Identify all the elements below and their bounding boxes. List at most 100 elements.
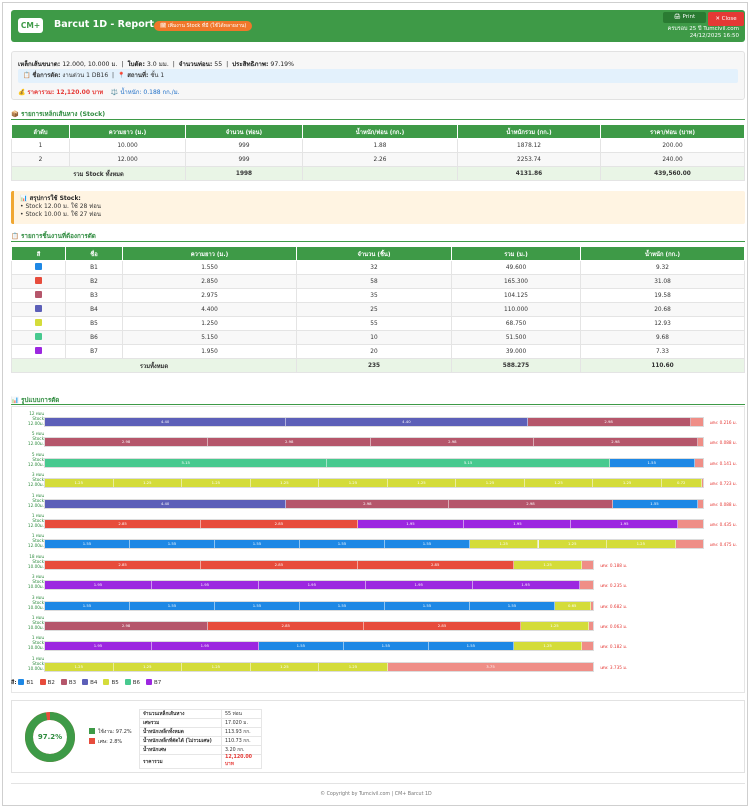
pattern-count: 1 ท่อน xyxy=(31,492,44,498)
weight-value: 0.188 กก./ม. xyxy=(143,89,180,96)
cell: 2.850 xyxy=(122,274,297,289)
info-value: 55 ท่อน xyxy=(221,709,262,719)
cut-segment: 1.55 xyxy=(214,601,300,610)
cell: 31.08 xyxy=(580,274,745,289)
efficiency-value: 97.19% xyxy=(270,61,294,68)
cell: 2253.74 xyxy=(457,152,601,167)
legend-item: B7 xyxy=(146,679,161,686)
location-value: ชั้น 1 xyxy=(150,72,165,79)
table-row: B3 2.975 35 104.125 19.58 xyxy=(11,288,745,303)
total-row: รวมทั้งหมด 235 588.275 110.60 xyxy=(11,358,745,373)
stock-bar: 2.85 2.85 2.85 1.25 xyxy=(44,559,595,570)
col-header: ความยาว (ม.) xyxy=(122,246,297,261)
cut-segment: 1.95 xyxy=(357,520,465,528)
cell: 1.88 xyxy=(302,138,458,153)
cut-pattern-row: 1 ท่อน Stock 10.00ม. 1.25 1.25 1.25 1.25 1.25 3… xyxy=(12,656,746,676)
job-info-bar: 📋 ชื่อการตัด: งานด่วน 1 DB16 | 📍 สถานที่… xyxy=(18,69,738,83)
pattern-count: 5 ท่อน xyxy=(31,431,44,437)
price-value: 12,120.00 บาท xyxy=(56,89,104,96)
waste-segment xyxy=(675,540,703,549)
print-button[interactable]: 🖨 Print xyxy=(663,12,706,23)
stock-bar: 1.55 1.55 1.55 1.55 1.55 1.25 1.25 1.25 xyxy=(44,539,704,550)
stock-usage-head-text: สรุปการใช้ Stock: xyxy=(29,195,81,202)
waste-label: เศษ: 2.8% xyxy=(98,739,123,745)
cut-segment: 1.55 xyxy=(299,601,385,610)
cut-segment: 2.85 xyxy=(357,560,514,569)
pattern-label: 18 ท่อน Stock 10.00ม. xyxy=(16,554,44,569)
col-header: จำนวน (ท่อน) xyxy=(185,124,303,139)
cell: B2 xyxy=(65,274,123,289)
cut-segment: 2.98 xyxy=(45,622,209,630)
cut-segment: 1.55 xyxy=(428,642,514,651)
cut-pattern-row: 3 ท่อน Stock 10.00ม. 1.55 1.55 1.55 1.55 1.55 1… xyxy=(12,595,746,615)
money-icon: 💰 xyxy=(18,89,26,96)
parts-section-title: 📋 รายการชิ้นงานที่ต้องการตัด xyxy=(11,233,96,240)
cell: B4 xyxy=(65,302,123,317)
stock-bar: 2.85 2.85 1.95 1.95 1.95 xyxy=(44,519,704,529)
cell: 9.68 xyxy=(580,330,745,345)
legend-used: ใช้งาน: 97.2% xyxy=(89,727,132,737)
cut-segment: 1.25 xyxy=(513,642,583,651)
cell: 32 xyxy=(296,260,452,275)
info-row: น้ำหนักเหล็กที่ตัดได้ (ไม่รวมเศษ) 110.73 … xyxy=(139,736,262,746)
legend-item-label: B2 xyxy=(47,680,55,686)
cell: B1 xyxy=(65,260,123,275)
divider xyxy=(11,404,745,405)
info-row: เศษรวม 17.020 ม. xyxy=(139,718,262,728)
info-row: ราคารวม 12,120.00 บาท xyxy=(139,754,262,769)
waste-note: เศษ: 0.063 ม. xyxy=(600,624,628,629)
cell: 1.950 xyxy=(122,344,297,359)
cut-segment: 4.40 xyxy=(286,418,528,426)
cell: 20 xyxy=(296,344,452,359)
steel-size-label: เหล็กเส้นขนาด: xyxy=(18,61,61,68)
cell: 49.600 xyxy=(451,260,581,275)
col-header: ความยาว (ม.) xyxy=(69,124,186,139)
col-header: รวม (ม.) xyxy=(451,246,581,261)
cell: 165.300 xyxy=(451,274,581,289)
stock-bar: 2.98 2.85 2.85 1.25 xyxy=(44,621,595,631)
cut-pattern-row: 12 ท่อน Stock 12.00ม. 4.40 4.40 2.98 เศษ: 0.2… xyxy=(12,411,746,431)
divider xyxy=(11,783,745,784)
bottom-summary: 97.2% ใช้งาน: 97.2% เศษ: 2.8% จำนวนเหล็ก… xyxy=(11,700,745,773)
pattern-label: 1 ท่อน Stock 10.00ม. xyxy=(16,635,44,650)
waste-segment xyxy=(589,622,594,630)
cell: 35 xyxy=(296,288,452,303)
info-value: 113.93 กก. xyxy=(221,727,262,737)
color-cell xyxy=(11,330,66,345)
pattern-label: 1 ท่อน Stock 12.00ม. xyxy=(16,533,44,548)
cell: 2 xyxy=(11,152,70,167)
job-value: งานด่วน 1 DB16 xyxy=(62,72,109,79)
job-label: ชื่อการตัด: xyxy=(32,72,61,79)
legend-item-label: B1 xyxy=(26,680,34,686)
cell: 999 xyxy=(185,138,303,153)
cut-segment: 2.98 xyxy=(449,499,613,508)
cut-pattern-row: 1 ท่อน Stock 12.00ม. 1.55 1.55 1.55 1.55 1.55 1… xyxy=(12,533,746,553)
cut-pattern-row: 1 ท่อน Stock 10.00ม. 2.98 2.85 2.85 1.25 เศษ: … xyxy=(12,615,746,635)
close-button[interactable]: ✕ Close xyxy=(708,12,744,26)
pattern-section-title-text: รูปแบบการตัด xyxy=(21,397,60,404)
cut-segment: 1.55 xyxy=(258,642,344,651)
cut-segment: 1.95 xyxy=(45,581,152,590)
legend-waste: เศษ: 2.8% xyxy=(89,737,132,747)
color-cell xyxy=(11,344,66,359)
info-key: น้ำหนักเหล็กที่ตัดได้ (ไม่รวมเศษ) xyxy=(139,736,222,746)
cut-pattern-row: 1 ท่อน Stock 12.00ม. 2.85 2.85 1.95 1.95 1.95 เ… xyxy=(12,513,746,533)
legend-item: B6 xyxy=(124,679,140,686)
total-length: 588.275 xyxy=(451,358,581,373)
stock-usage-line: • Stock 12.00 ม. ใช้ 28 ท่อน xyxy=(20,203,101,210)
cut-segment: 1.55 xyxy=(612,499,698,508)
weight-icon: ⚖️ xyxy=(110,89,119,96)
stock-table: ลำดับ ความยาว (ม.) จำนวน (ท่อน) น้ำหนัก/… xyxy=(11,124,745,181)
waste-note: เศษ: 3.735 ม. xyxy=(600,664,628,670)
waste-note: เศษ: 0.188 ม. xyxy=(600,562,628,568)
cut-segment: 1.25 xyxy=(182,662,251,671)
cut-segment: 1.25 xyxy=(607,540,676,549)
col-header: จำนวน (ชิ้น) xyxy=(296,246,452,261)
waste-note: เศษ: 0.088 ม. xyxy=(710,501,738,507)
info-value: 12,120.00 บาท xyxy=(221,754,262,769)
stock-bar: 2.98 2.98 2.98 2.98 xyxy=(44,437,704,448)
pieces-label: จำนวนท่อน: xyxy=(178,61,213,68)
waste-note: เศษ: 0.235 ม. xyxy=(600,583,628,589)
pattern-count: 1 ท่อน xyxy=(31,615,44,620)
